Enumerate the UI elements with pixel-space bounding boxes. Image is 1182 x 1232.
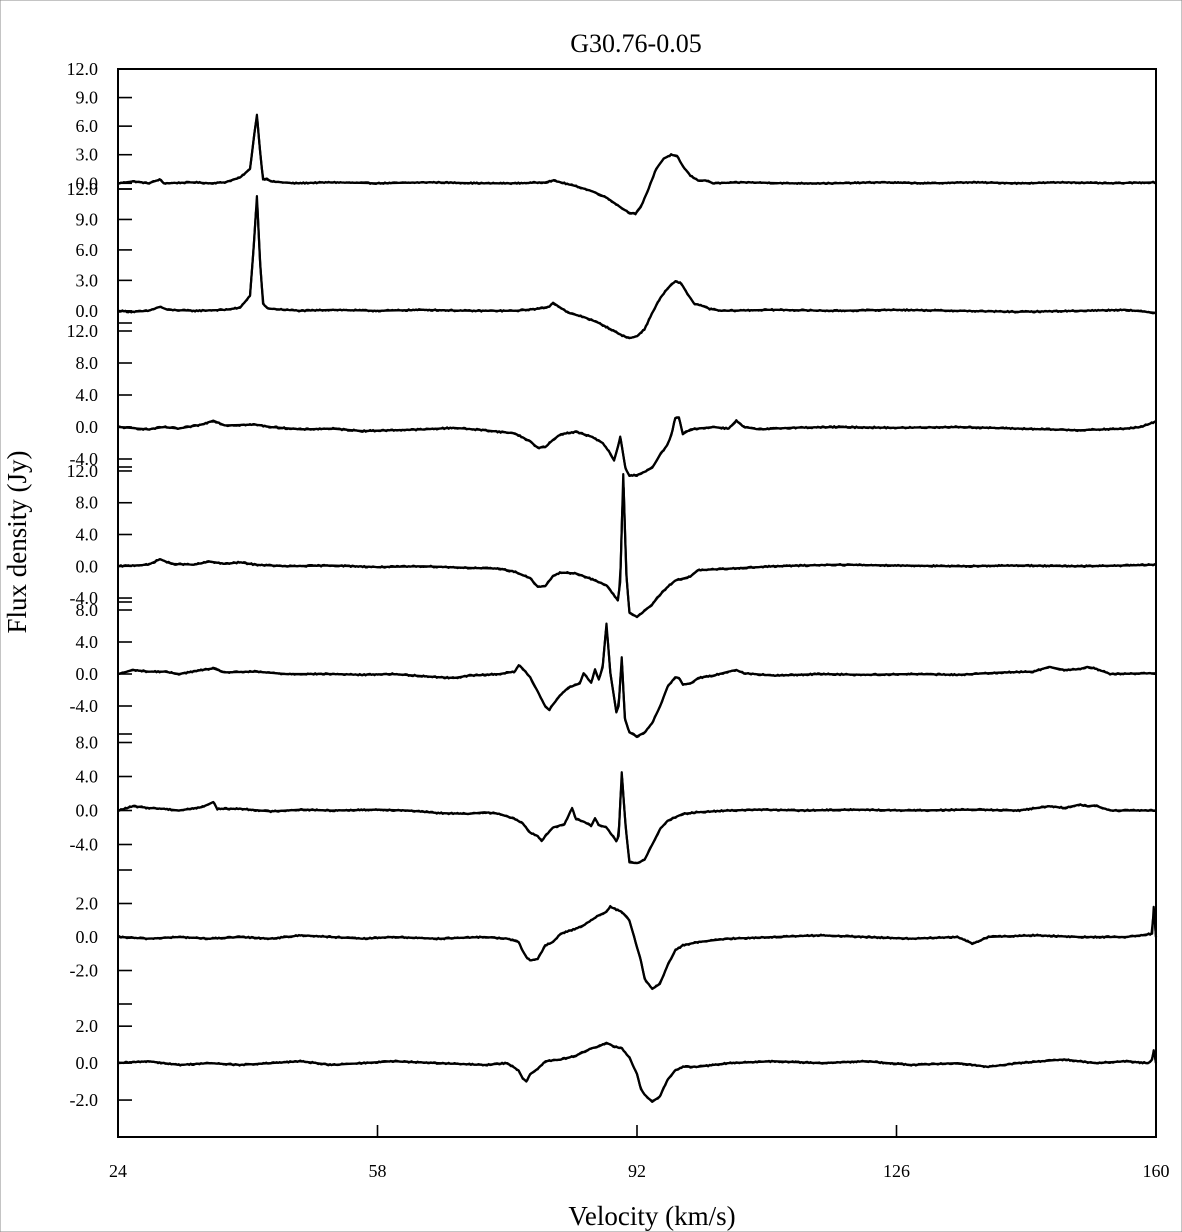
y-tick-label: 8.0	[76, 733, 99, 753]
y-tick-label: 0.0	[76, 927, 99, 947]
y-tick-label: 0.0	[76, 173, 99, 193]
y-tick-label: 2.0	[76, 1016, 99, 1036]
spectrum-features-panel-8	[117, 1041, 1158, 1103]
y-tick-label: 9.0	[76, 88, 99, 108]
x-tick-label: 126	[883, 1161, 910, 1181]
panel-1: 0.0 3.0 6.0 9.0 12.0	[67, 59, 1157, 216]
x-tick-label: 160	[1143, 1161, 1170, 1181]
y-tick-label: 4.0	[76, 525, 99, 545]
y-tick-label: -4.0	[70, 696, 99, 716]
y-tick-label: 0.0	[76, 301, 99, 321]
x-tick-label: 58	[369, 1161, 387, 1181]
y-tick-label: 2.0	[76, 894, 99, 914]
y-tick-label: -2.0	[70, 1090, 99, 1110]
spectrum-features-panel-6	[117, 771, 1156, 865]
chart-title: G30.76-0.05	[570, 29, 701, 58]
y-tick-label: 0.0	[76, 801, 99, 821]
y-tick-label: -4.0	[70, 449, 99, 469]
y-tick-label: 6.0	[76, 240, 99, 260]
panel-8: -2.0 0.0 2.0	[70, 1003, 1158, 1110]
y-tick-label: 0.0	[76, 417, 99, 437]
y-tick-label: 0.0	[76, 1053, 99, 1073]
spectrum-features-panel-5	[117, 622, 1157, 738]
y-tick-label: 3.0	[76, 145, 99, 165]
y-tick-label: 8.0	[76, 353, 99, 373]
y-tick-label: 8.0	[76, 493, 99, 513]
y-tick-label: 4.0	[76, 767, 99, 787]
spectrum-features-panel-4	[117, 473, 1157, 619]
panel-2: 0.0 3.0 6.0 9.0 12.0	[67, 179, 1157, 340]
panels-group: 0.03.06.09.012.00.03.06.09.012.0-4.00.04…	[67, 59, 1158, 1110]
y-tick-label: 8.0	[76, 600, 99, 620]
x-axis: 24 58 92 126 160	[109, 1125, 1170, 1181]
y-tick-label: 12.0	[67, 59, 99, 79]
panel-5: -4.0 0.0 4.0 8.0	[70, 600, 1157, 739]
x-axis-title: Velocity (km/s)	[568, 1201, 735, 1231]
panel-6: -4.0 0.0 4.0 8.0	[70, 733, 1157, 865]
spectrum-features-panel-7	[117, 905, 1158, 991]
y-tick-label: -2.0	[70, 961, 99, 981]
y-tick-label: -4.0	[70, 835, 99, 855]
y-tick-label: 9.0	[76, 209, 99, 229]
y-tick-label: 4.0	[76, 385, 99, 405]
y-tick-label: -4.0	[70, 588, 99, 608]
spectrum-features-panel-2	[117, 195, 1157, 340]
y-tick-label: 0.0	[76, 664, 99, 684]
y-tick-label: 12.0	[67, 461, 99, 481]
panel-3: -4.0 0.0 4.0 8.0 12.0	[67, 321, 1157, 477]
y-tick-label: 4.0	[76, 632, 99, 652]
x-tick-label: 92	[628, 1161, 646, 1181]
y-tick-label: 12.0	[67, 179, 99, 199]
x-tick-label: 24	[109, 1161, 127, 1181]
y-tick-label: 0.0	[76, 556, 99, 576]
y-tick-label: 6.0	[76, 116, 99, 136]
y-tick-label: 12.0	[67, 321, 99, 341]
spectrum-features-panel-1	[117, 113, 1157, 215]
spectrum-features-panel-3	[117, 416, 1157, 477]
panel-4: -4.0 0.0 4.0 8.0 12.0	[67, 461, 1157, 619]
y-tick-label: 3.0	[76, 270, 99, 290]
panel-7: -2.0 0.0 2.0	[70, 869, 1158, 991]
y-axis-title: Flux density (Jy)	[2, 450, 32, 633]
